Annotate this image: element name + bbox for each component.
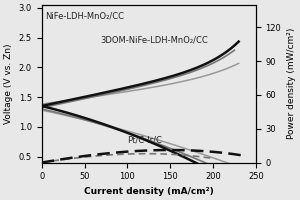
X-axis label: Current density (mA/cm²): Current density (mA/cm²) — [84, 187, 214, 196]
Text: 3DOM-NiFe-LDH-MnO₂/CC: 3DOM-NiFe-LDH-MnO₂/CC — [100, 35, 208, 44]
Text: NiFe-LDH-MnO₂/CC: NiFe-LDH-MnO₂/CC — [45, 11, 124, 20]
Text: Pt/C-Ir/C: Pt/C-Ir/C — [127, 135, 162, 144]
Y-axis label: Voltage (V vs. Zn): Voltage (V vs. Zn) — [4, 43, 13, 124]
Y-axis label: Power density (mW/cm²): Power density (mW/cm²) — [287, 28, 296, 139]
